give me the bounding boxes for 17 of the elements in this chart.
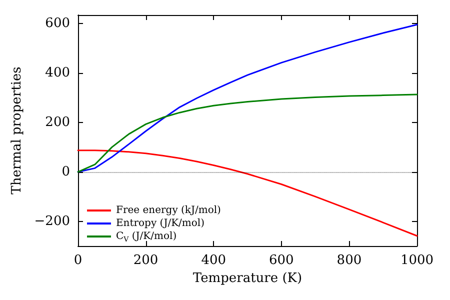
y-axis-title: Thermal properties [9, 66, 24, 194]
x-tick-label: 800 [336, 253, 362, 268]
x-axis-title: Temperature (K) [192, 270, 302, 286]
x-tick-label: 200 [133, 253, 158, 268]
line-series [77, 24, 418, 173]
line-series [77, 94, 418, 173]
legend-label: Free energy (kJ/mol) [116, 205, 222, 216]
y-tick-label: 0 [62, 164, 70, 180]
x-tick-label: 600 [268, 253, 294, 268]
x-tick-label: 400 [201, 253, 226, 268]
y-tick-label: 200 [45, 114, 70, 130]
y-tick-label: 600 [45, 16, 70, 32]
x-tick-label: 0 [74, 253, 82, 268]
x-tick-label: 1000 [400, 253, 434, 268]
legend-label: Entropy (J/K/mol) [116, 218, 205, 229]
y-tick-label: −200 [34, 214, 70, 229]
y-tick-label: 400 [45, 66, 70, 81]
